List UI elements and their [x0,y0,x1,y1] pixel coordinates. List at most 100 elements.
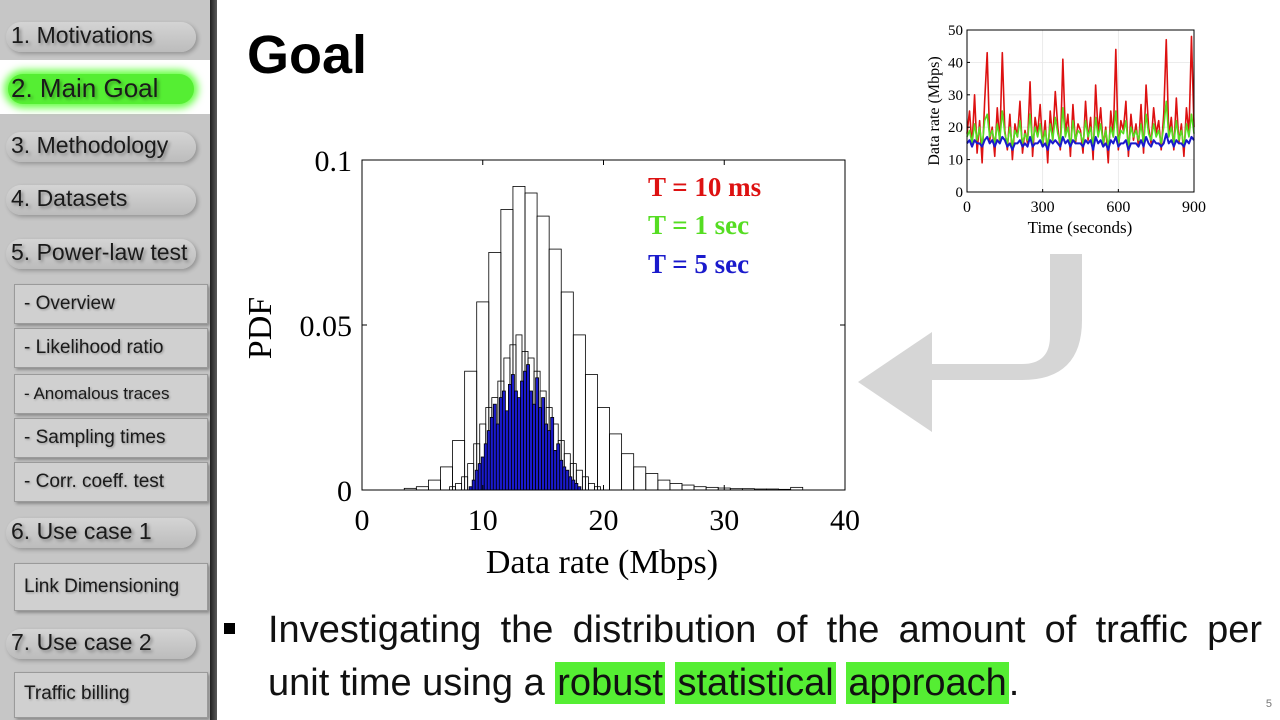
histogram-bar [657,479,671,491]
histogram-bar [508,383,512,491]
sidebar-pill [6,185,196,215]
sidebar-subitem-overview[interactable]: - Overview [14,284,208,324]
histogram-bar [621,453,635,491]
histogram-bar [498,397,503,491]
data-rate-timeseries-chart: 0 300 600 900 0 10 20 30 40 50 Time (seconds) Dat… [926,23,1206,237]
sidebar-subitem-sampling-times[interactable]: - Sampling times [14,418,208,458]
histogram-bar [523,370,527,491]
inset-x-tick-label: 300 [1031,199,1055,216]
y-tick-label: 0.05 [300,310,353,343]
sidebar-item-label: 6. Use case 1 [11,518,152,544]
sidebar-subitem-likelihood-ratio[interactable]: - Likelihood ratio [14,328,208,368]
histogram-bar [568,476,573,491]
sidebar-item-methodology[interactable]: 3. Methodology [0,122,210,174]
goal-bullet-text: Investigating the distribution of the am… [268,604,1262,710]
histogram-bar [474,469,479,491]
timeseries-lines [966,29,1195,193]
histogram-bar [471,479,476,491]
chart-legend: T = 10 ms T = 1 sec T = 5 sec [648,172,761,279]
inset-y-tick-label: 30 [948,88,963,104]
sidebar-subitem-label: Link Dimensioning [24,576,180,597]
sidebar-item-use-case-1[interactable]: 6. Use case 1 [0,508,210,560]
histogram-bar [538,407,543,491]
sidebar-item-use-case-2[interactable]: 7. Use case 2 [0,619,210,671]
sidebar-pill [6,239,196,269]
histogram-bar [633,466,647,491]
inset-y-tick-label: 20 [948,120,963,136]
histogram-bar [535,377,539,491]
x-axis-label: Data rate (Mbps) [486,544,718,581]
sidebar-item-label: 7. Use case 2 [11,629,152,655]
histogram-bar [559,459,564,491]
histogram-bar [529,390,533,491]
highlight-approach: approach [846,662,1009,704]
histogram-bar [455,482,463,491]
histogram-bar [669,482,683,491]
plot-frame [361,159,846,491]
sidebar-item-label: 2. Main Goal [11,73,159,103]
histogram-bar [550,416,555,491]
highlight-statistical: statistical [675,662,836,704]
histogram-bar [520,380,524,491]
inset-y-tick-label: 50 [948,23,963,39]
sidebar-item-datasets[interactable]: 4. Datasets [0,175,210,227]
histogram-bar [562,466,567,491]
histogram-bar [556,443,561,491]
axis-ticks: 0 10 20 30 40 0 0.05 0.1 [300,145,861,537]
histogram-bar [645,473,659,491]
bullet-marker [224,623,235,634]
sidebar-subitem-label: - Likelihood ratio [24,337,164,358]
histogram-bar [492,403,497,491]
sidebar-subitem-corr-coeff-test[interactable]: - Corr. coeff. test [14,462,208,502]
legend-entry-10ms: T = 10 ms [648,172,761,202]
inset-plot-frame [966,29,1195,193]
sidebar-item-power-law-test[interactable]: 5. Power-law test [0,229,210,281]
histogram-bar [681,484,695,491]
histogram-bar [609,433,623,491]
sidebar-subitem-label: - Anomalous traces [24,384,170,403]
histogram-bar [532,403,536,491]
inset-x-tick-label: 900 [1182,199,1206,216]
legend-entry-1sec: T = 1 sec [648,210,749,240]
sidebar-subitem-anomalous-traces[interactable]: - Anomalous traces [14,374,208,414]
histogram-bar [483,443,488,491]
x-tick-label: 30 [709,504,739,537]
sidebar-item-motivations[interactable]: 1. Motivations [0,12,210,64]
y-tick-label: 0 [337,475,352,508]
sidebar-item-main-goal[interactable]: 2. Main Goal [0,60,210,114]
sidebar-item-label: 4. Datasets [11,185,128,211]
x-tick-label: 40 [830,504,860,537]
histogram-bar [588,482,595,491]
curved-arrow-icon [858,254,1082,432]
sidebar-subitem-label: Traffic billing [24,683,130,704]
timeseries-line [966,132,1195,151]
histogram-bar [526,364,530,491]
sidebar-pill [8,74,194,104]
histogram-bar [511,374,515,491]
histogram-bar [584,374,598,491]
inset-y-axis-label: Data rate (Mbps) [926,56,943,165]
histogram-bar [541,397,546,491]
histogram-bar [452,440,466,491]
sidebar-subitem-link-dimensioning[interactable]: Link Dimensioning [14,563,208,611]
sidebar-edge [210,0,217,720]
sidebar-pill [6,22,196,52]
inset-y-tick-label: 0 [956,185,964,201]
sidebar-subitem-traffic-billing[interactable]: Traffic billing [14,672,208,718]
y-tick-label: 0.1 [315,145,353,178]
histogram-bar [517,397,521,491]
histogram-bar [544,423,549,491]
slide-number: 5 [1265,698,1272,710]
histogram-bar [547,430,552,491]
histogram-bar [486,430,491,491]
histogram-bar [504,410,509,491]
sidebar-nav: 1. Motivations 2. Main Goal 3. Methodolo… [0,0,210,720]
bullet-text-main: Investigating the distribution of the am… [268,609,1262,704]
legend-entry-5sec: T = 5 sec [648,249,749,279]
x-tick-label: 10 [468,504,498,537]
inset-x-tick-label: 0 [963,199,971,216]
y-axis-label: PDF [242,297,279,359]
histogram-bar [572,334,586,491]
sidebar-item-label: 3. Methodology [11,132,169,158]
pdf-histogram-chart: 0 10 20 30 40 0 0.05 0.1 Data rate (Mbps) PDF T… [242,145,861,581]
